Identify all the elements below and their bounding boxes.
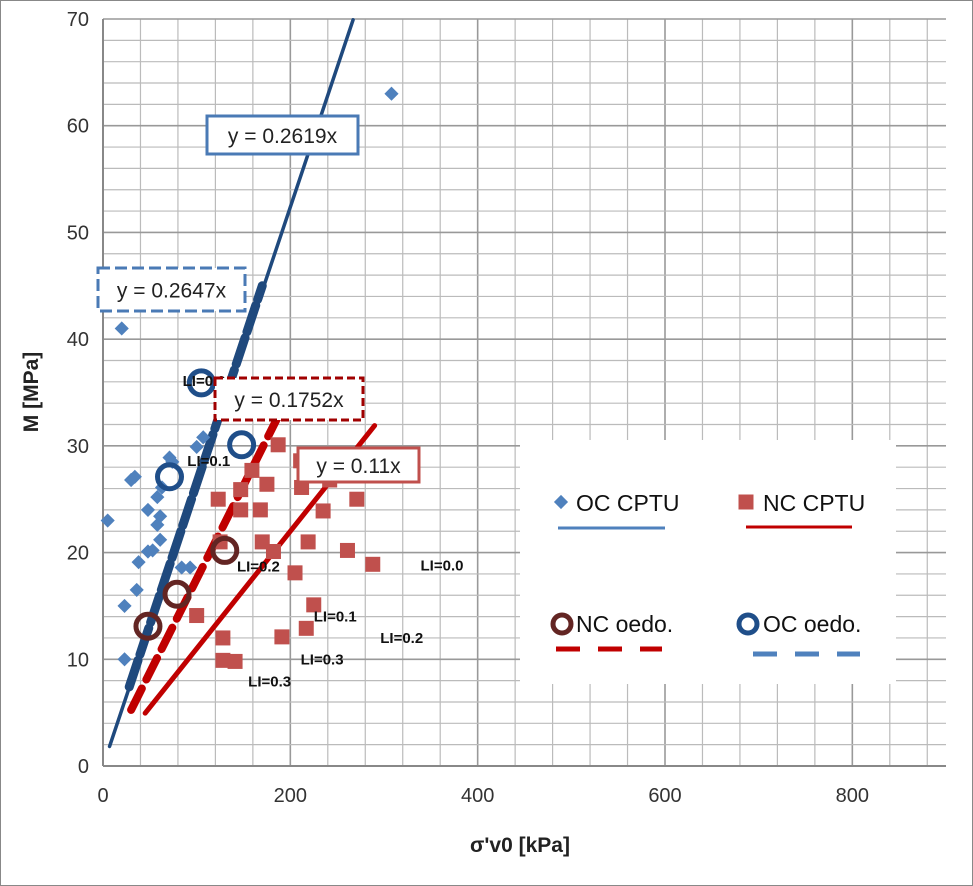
- oc-cptu-point: [174, 560, 189, 575]
- nc-cptu-point: [339, 542, 355, 558]
- legend: OC CPTU NC CPTU NC oedo. OC oedo.: [550, 490, 865, 657]
- li-annotations: LI=0.0LI=0.1LI=0.2 LI=0.0LI=0.1LI=0.2LI=0…: [183, 373, 464, 691]
- equation-labels: y = 0.2619x y = 0.2647x y = 0.1752x y = 0.1…: [96, 114, 421, 484]
- li-label: LI=0.3: [248, 674, 291, 691]
- oc-cptu-point: [384, 86, 399, 101]
- equation-box: [205, 114, 360, 156]
- nc-cptu-point: [300, 534, 316, 550]
- oc-cptu-point: [153, 532, 168, 547]
- nc-cptu-point: [215, 630, 231, 646]
- y-tick-label: 40: [67, 329, 89, 351]
- y-tick-label: 20: [67, 543, 89, 565]
- equation-box: [96, 266, 247, 313]
- legend-background: [520, 440, 896, 684]
- data-points: [100, 86, 399, 669]
- equation-box: [213, 376, 365, 422]
- legend-nc-cptu-marker: [738, 494, 754, 510]
- equation-label: y = 0.2647x: [117, 280, 227, 303]
- li-label: LI=0.0: [421, 557, 464, 574]
- li-label: LI=0.2: [380, 630, 423, 647]
- nc-cptu-point: [270, 437, 286, 453]
- x-tick-label: 0: [97, 785, 108, 807]
- li-label: LI=0.1: [314, 609, 357, 626]
- oc-cptu-point: [127, 469, 142, 484]
- nc-cptu-point: [294, 479, 310, 495]
- legend-oc-oedo-label: OC oedo.: [763, 611, 861, 637]
- nc-cptu-point: [215, 652, 231, 668]
- nc-cptu-point: [298, 620, 314, 636]
- nc-cptu-point: [365, 556, 381, 572]
- nc-cptu-point: [233, 482, 249, 498]
- nc-oedo-point: [162, 579, 192, 609]
- oc-cptu-point: [189, 439, 204, 454]
- oc-oedo-point: [186, 368, 216, 398]
- oc-cptu-point: [183, 560, 198, 575]
- oc-cptu-point: [196, 430, 211, 445]
- trendline-oc-oedo: [124, 281, 267, 692]
- li-label: LI=0.1: [187, 453, 230, 470]
- y-tick-label: 60: [67, 116, 89, 138]
- nc-cptu-point: [259, 476, 275, 492]
- legend-oc-oedo-marker: [736, 612, 760, 636]
- oc-cptu-point: [117, 598, 132, 613]
- x-tick-label: 200: [274, 785, 307, 807]
- li-label: LI=0.2: [237, 558, 280, 575]
- nc-cptu-point: [306, 597, 322, 613]
- y-axis-label: M [MPa]: [20, 352, 43, 433]
- y-tick-label: 30: [67, 436, 89, 458]
- nc-cptu-point: [265, 544, 281, 560]
- nc-cptu-point: [233, 502, 249, 518]
- x-tick-label: 600: [648, 785, 681, 807]
- oc-cptu-point: [140, 502, 156, 517]
- legend-oc-cptu-marker: [553, 494, 569, 510]
- x-axis-label: σ'v0 [kPa]: [470, 834, 570, 857]
- oc-oedo-point: [155, 462, 185, 492]
- oc-cptu-point: [117, 652, 132, 667]
- nc-cptu-point: [274, 629, 290, 645]
- nc-oedo-point: [210, 535, 240, 565]
- equation-label: y = 0.11x: [316, 455, 401, 478]
- x-tick-label: 800: [836, 785, 869, 807]
- y-tick-label: 50: [67, 222, 89, 244]
- nc-cptu-point: [252, 502, 268, 518]
- legend-nc-cptu-label: NC CPTU: [763, 490, 865, 516]
- oc-cptu-point: [153, 509, 168, 524]
- nc-cptu-point: [315, 503, 331, 519]
- equation-box: [296, 446, 421, 484]
- equation-label: y = 0.2619x: [228, 125, 338, 148]
- equation-label: y = 0.1752x: [234, 389, 344, 412]
- legend-nc-oedo-marker: [550, 612, 574, 636]
- oc-cptu-point: [145, 543, 160, 558]
- x-tick-label: 400: [461, 785, 494, 807]
- oc-oedo-point: [227, 430, 257, 460]
- nc-cptu-point: [210, 491, 226, 507]
- nc-cptu-point: [349, 491, 365, 507]
- oc-cptu-point: [131, 555, 146, 570]
- nc-cptu-point: [244, 462, 260, 478]
- y-tick-label: 10: [67, 649, 89, 671]
- oc-cptu-point: [150, 490, 165, 505]
- y-tick-label: 70: [67, 9, 89, 31]
- oc-cptu-point: [114, 321, 129, 336]
- trendline-nc-oedo: [127, 406, 285, 714]
- li-label: LI=0.3: [301, 651, 344, 668]
- tick-labels: 0 200 400 600 800 0 10 20 30 40 50 60 70: [67, 9, 869, 807]
- nc-cptu-point: [189, 608, 205, 624]
- oc-cptu-point: [100, 513, 115, 528]
- oc-cptu-point: [129, 582, 144, 597]
- nc-oedo-point: [133, 611, 163, 641]
- legend-nc-oedo-label: NC oedo.: [576, 611, 673, 637]
- y-tick-label: 0: [78, 756, 89, 778]
- legend-oc-cptu-label: OC CPTU: [576, 490, 680, 516]
- nc-cptu-point: [287, 565, 303, 581]
- nc-cptu-point: [227, 653, 243, 669]
